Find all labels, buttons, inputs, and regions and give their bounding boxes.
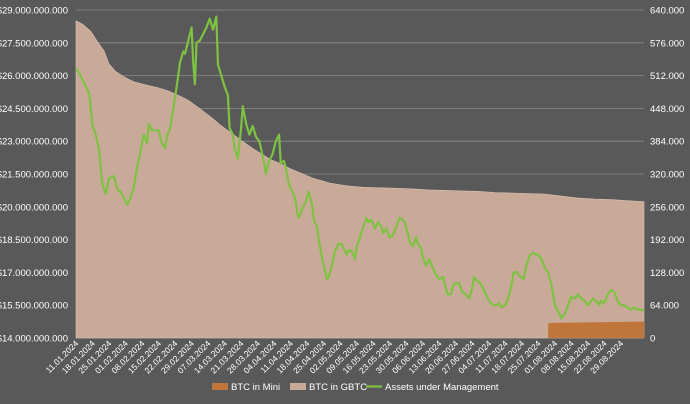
left-tick-label: $26.000.000.000	[0, 71, 68, 82]
right-tick-label: 128.000	[650, 268, 684, 279]
legend-label: BTC in GBTC	[309, 382, 367, 393]
legend: BTC in Mini BTC in GBTC Assets under Manag…	[212, 382, 499, 393]
left-tick-label: $14.000.000.000	[0, 334, 68, 345]
right-tick-label: 256.000	[650, 202, 684, 213]
right-tick-label: 640.000	[650, 6, 684, 17]
left-tick-label: $27.500.000.000	[0, 38, 68, 49]
right-tick-label: 64.000	[650, 301, 679, 312]
line-assets-under-management	[75, 15, 645, 320]
left-tick-label: $29.000.000.000	[0, 6, 68, 17]
right-tick-label: 320.000	[650, 170, 684, 181]
right-tick-label: 512.000	[650, 71, 684, 82]
legend-label: BTC in Mini	[231, 382, 280, 393]
line-series	[75, 15, 645, 320]
right-tick-label: 448.000	[650, 104, 684, 115]
legend-item: BTC in GBTC	[290, 382, 367, 393]
left-tick-label: $18.500.000.000	[0, 235, 68, 246]
left-tick-label: $21.500.000.000	[0, 170, 68, 181]
legend-item: Assets under Management	[366, 382, 499, 393]
left-axis: $14.000.000.000 $15.500.000.000 $17.000.00…	[0, 6, 68, 345]
left-tick-label: $24.500.000.000	[0, 104, 68, 115]
legend-swatch	[290, 383, 306, 390]
legend-label: Assets under Management	[385, 382, 499, 393]
right-tick-label: 0	[650, 334, 655, 345]
left-tick-label: $15.500.000.000	[0, 301, 68, 312]
area-btc-in-mini	[76, 321, 644, 338]
right-tick-label: 576.000	[650, 38, 684, 49]
x-axis: 11.01.202418.01.202425.01.202401.02.2024…	[44, 338, 626, 375]
right-tick-label: 192.000	[650, 235, 684, 246]
right-axis: 0 64.000 128.000 192.000 256.000 320.000 384.0…	[650, 6, 684, 345]
left-tick-label: $20.000.000.000	[0, 202, 68, 213]
legend-swatch	[212, 383, 228, 390]
right-tick-label: 384.000	[650, 137, 684, 148]
left-tick-label: $23.000.000.000	[0, 137, 68, 148]
legend-item: BTC in Mini	[212, 382, 280, 393]
left-tick-label: $17.000.000.000	[0, 268, 68, 279]
